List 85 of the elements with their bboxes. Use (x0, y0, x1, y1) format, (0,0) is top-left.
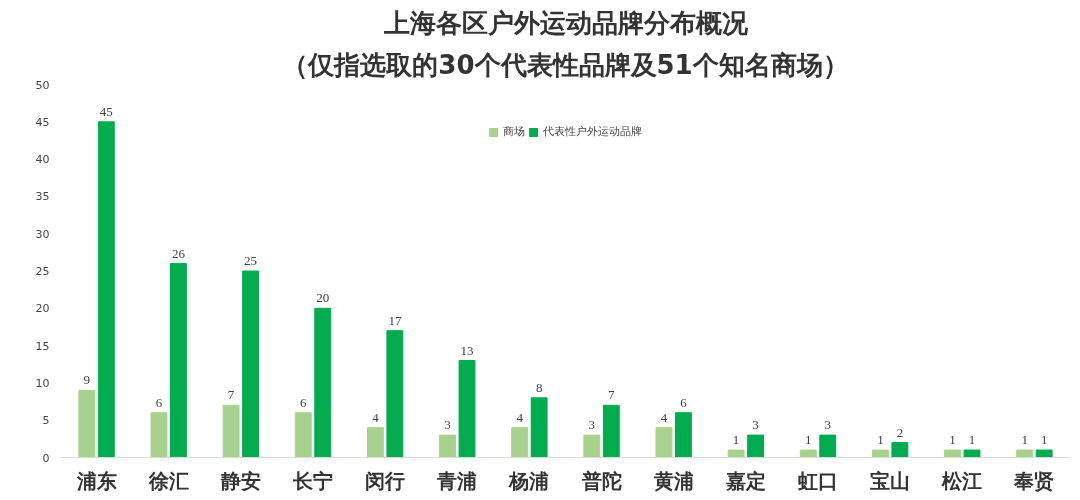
bar (727, 449, 745, 458)
legend-label: 代表性户外运动品牌 (543, 124, 642, 139)
y-tick-label: 35 (35, 190, 50, 204)
data-label: 1 (732, 432, 740, 448)
y-tick-label: 50 (35, 78, 50, 92)
bar (314, 307, 332, 458)
data-label: 6 (300, 394, 308, 410)
x-tick-label: 徐汇 (147, 468, 189, 493)
bar (242, 270, 260, 458)
bar (655, 427, 673, 458)
bar (97, 121, 115, 458)
x-tick-label: 奉贤 (1013, 468, 1055, 493)
data-label: 20 (316, 290, 330, 306)
data-label: 1 (949, 432, 956, 448)
data-label: 1 (805, 432, 812, 448)
x-tick-label: 青浦 (436, 468, 478, 493)
y-tick-label: 25 (35, 265, 50, 278)
data-label: 6 (680, 394, 688, 410)
bar (1016, 449, 1034, 458)
bar (799, 449, 817, 458)
bar (530, 397, 548, 458)
data-label: 45 (99, 103, 113, 119)
chart-title: 上海各区户外运动品牌分布概况 (382, 7, 749, 38)
x-tick-label: 闵行 (365, 468, 406, 493)
bar (944, 449, 961, 458)
y-tick-label: 15 (35, 339, 50, 353)
bar (150, 412, 168, 458)
data-label: 3 (588, 417, 596, 433)
data-label: 2 (896, 424, 904, 440)
y-tick-label: 30 (35, 227, 50, 241)
bar (511, 427, 529, 458)
y-tick-label: 5 (42, 414, 50, 428)
x-tick-label: 黄浦 (652, 468, 694, 493)
data-label: 17 (388, 312, 402, 328)
data-label: 1 (1021, 432, 1028, 448)
data-label: 9 (83, 372, 91, 388)
x-tick-label: 松江 (941, 468, 983, 493)
x-tick-label: 长宁 (292, 468, 333, 493)
x-tick-label: 静安 (219, 468, 261, 493)
bar (439, 434, 456, 458)
bar (294, 412, 312, 458)
x-tick-label: 普陀 (580, 468, 622, 493)
bar (366, 427, 384, 458)
chart-subtitle: （仅指选取的30个代表性品牌及51个知名商场） (282, 49, 849, 80)
data-label: 25 (244, 253, 258, 268)
bar (583, 434, 601, 458)
data-label: 1 (877, 432, 884, 448)
bar (222, 404, 240, 458)
y-tick-label: 0 (42, 451, 50, 465)
x-tick-label: 宝山 (870, 468, 911, 493)
data-label: 4 (372, 409, 380, 425)
x-tick-label: 浦东 (75, 468, 117, 493)
bar (78, 389, 96, 458)
data-label: 13 (460, 342, 474, 358)
data-label: 6 (155, 394, 163, 410)
bar (1035, 449, 1053, 458)
data-label: 1 (968, 432, 976, 448)
legend-label: 商场 (503, 124, 525, 139)
bar (170, 263, 187, 458)
data-label: 7 (608, 387, 616, 403)
x-tick-label: 虹口 (797, 468, 838, 493)
data-label: 26 (171, 245, 186, 261)
data-label: 8 (535, 379, 543, 395)
bar (458, 360, 476, 458)
bar (963, 449, 981, 458)
y-tick-label: 10 (35, 376, 50, 390)
bar (386, 330, 404, 458)
data-label: 3 (444, 417, 451, 433)
y-tick-label: 45 (35, 115, 50, 129)
data-label: 3 (824, 417, 831, 433)
data-label: 7 (227, 387, 235, 403)
bar (602, 404, 620, 458)
bar (819, 434, 837, 458)
y-tick-label: 40 (35, 153, 50, 167)
data-label: 4 (516, 409, 524, 425)
x-tick-label: 杨浦 (508, 468, 550, 493)
x-tick-label: 嘉定 (725, 468, 766, 493)
data-label: 4 (660, 409, 668, 425)
data-label: 3 (752, 417, 759, 433)
bar (871, 449, 889, 458)
bar (747, 434, 765, 458)
data-label: 1 (1040, 432, 1048, 448)
y-tick-label: 20 (35, 302, 50, 316)
bar (891, 442, 909, 458)
bar (675, 412, 692, 458)
